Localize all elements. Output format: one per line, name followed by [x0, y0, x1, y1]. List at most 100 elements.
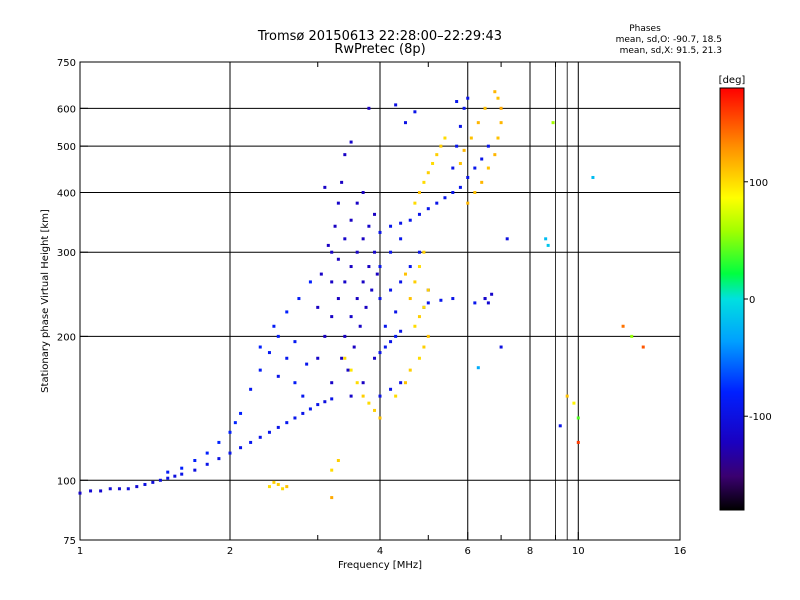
data-point [355, 381, 359, 385]
data-point [413, 324, 417, 328]
data-point [78, 491, 82, 495]
data-point [349, 140, 353, 144]
data-point [389, 387, 393, 391]
data-point [458, 161, 462, 165]
data-point [403, 381, 407, 385]
data-point [285, 310, 289, 314]
data-point [572, 401, 576, 405]
data-point [358, 324, 362, 328]
data-point [375, 272, 379, 276]
data-point [330, 250, 334, 254]
data-point [316, 403, 320, 407]
data-point [630, 334, 634, 338]
data-point [239, 446, 243, 450]
data-point [272, 324, 276, 328]
data-point [233, 421, 237, 425]
colorbar-tick-label: -100 [749, 412, 772, 423]
data-point [301, 394, 305, 398]
data-point [333, 224, 337, 228]
data-point [493, 153, 497, 157]
data-point [370, 288, 374, 292]
data-point [439, 144, 443, 148]
data-point [394, 103, 398, 107]
data-point [297, 297, 301, 301]
data-point [426, 288, 430, 292]
data-point [426, 171, 430, 175]
data-point [546, 243, 550, 247]
data-point [267, 430, 271, 434]
data-point [323, 400, 327, 404]
data-point [352, 345, 356, 349]
data-point [394, 394, 398, 398]
data-point [480, 180, 484, 184]
data-point [408, 368, 412, 372]
data-point [180, 466, 184, 470]
data-point [422, 250, 426, 254]
data-point [473, 166, 477, 170]
data-point [383, 345, 387, 349]
data-point [373, 356, 377, 360]
data-point [326, 243, 330, 247]
data-point [316, 305, 320, 309]
plot-area: 1 2 4 6 8 10 16 75 100 200 300 400 500 600 750 [57, 58, 686, 557]
data-point [193, 468, 197, 472]
data-point [551, 121, 555, 125]
y-tick-label: 300 [57, 248, 76, 259]
data-point [426, 334, 430, 338]
data-point [417, 190, 421, 194]
data-point [330, 496, 334, 500]
stats-heading: Phases [629, 24, 661, 34]
data-point [151, 480, 155, 484]
data-point [108, 487, 112, 491]
y-tick-label: 400 [57, 188, 76, 199]
data-point [458, 124, 462, 128]
data-point [413, 110, 417, 114]
data-point [403, 121, 407, 125]
data-point [431, 161, 435, 165]
data-point [455, 144, 459, 148]
data-point [330, 315, 334, 319]
data-point [349, 218, 353, 222]
data-point [367, 265, 371, 269]
y-tick-label: 500 [57, 142, 76, 153]
colorbar: [deg] 100 0 -100 [719, 75, 772, 511]
data-point [367, 106, 371, 110]
data-point [217, 440, 221, 444]
data-point [496, 136, 500, 140]
data-point [466, 175, 470, 179]
chart-subtitle: RwPretec (8p) [334, 42, 425, 57]
data-point [323, 185, 327, 189]
y-ticks: 75 100 200 300 400 500 600 750 [57, 58, 88, 547]
data-point [373, 212, 377, 216]
data-point [323, 334, 327, 338]
data-point [336, 257, 340, 261]
data-point [293, 340, 297, 344]
data-point [272, 480, 276, 484]
data-point [228, 451, 232, 455]
data-point [476, 366, 480, 370]
data-point [349, 394, 353, 398]
data-point [308, 280, 312, 284]
data-point [135, 485, 139, 489]
y-tick-label: 75 [63, 536, 76, 547]
colorbar-tick-label: 0 [749, 295, 755, 306]
data-point [180, 472, 184, 476]
data-point [591, 175, 595, 179]
data-point [422, 180, 426, 184]
data-point [576, 440, 580, 444]
data-point [346, 368, 350, 372]
x-tick-label: 4 [377, 546, 383, 557]
data-point [276, 374, 280, 378]
data-point [403, 272, 407, 276]
data-point [267, 485, 271, 489]
data-point [217, 457, 221, 461]
data-point [408, 297, 412, 301]
data-point [499, 345, 503, 349]
data-point [301, 411, 305, 415]
data-point [394, 334, 398, 338]
data-point [285, 356, 289, 360]
data-point [451, 190, 455, 194]
data-point [399, 280, 403, 284]
data-point [367, 224, 371, 228]
